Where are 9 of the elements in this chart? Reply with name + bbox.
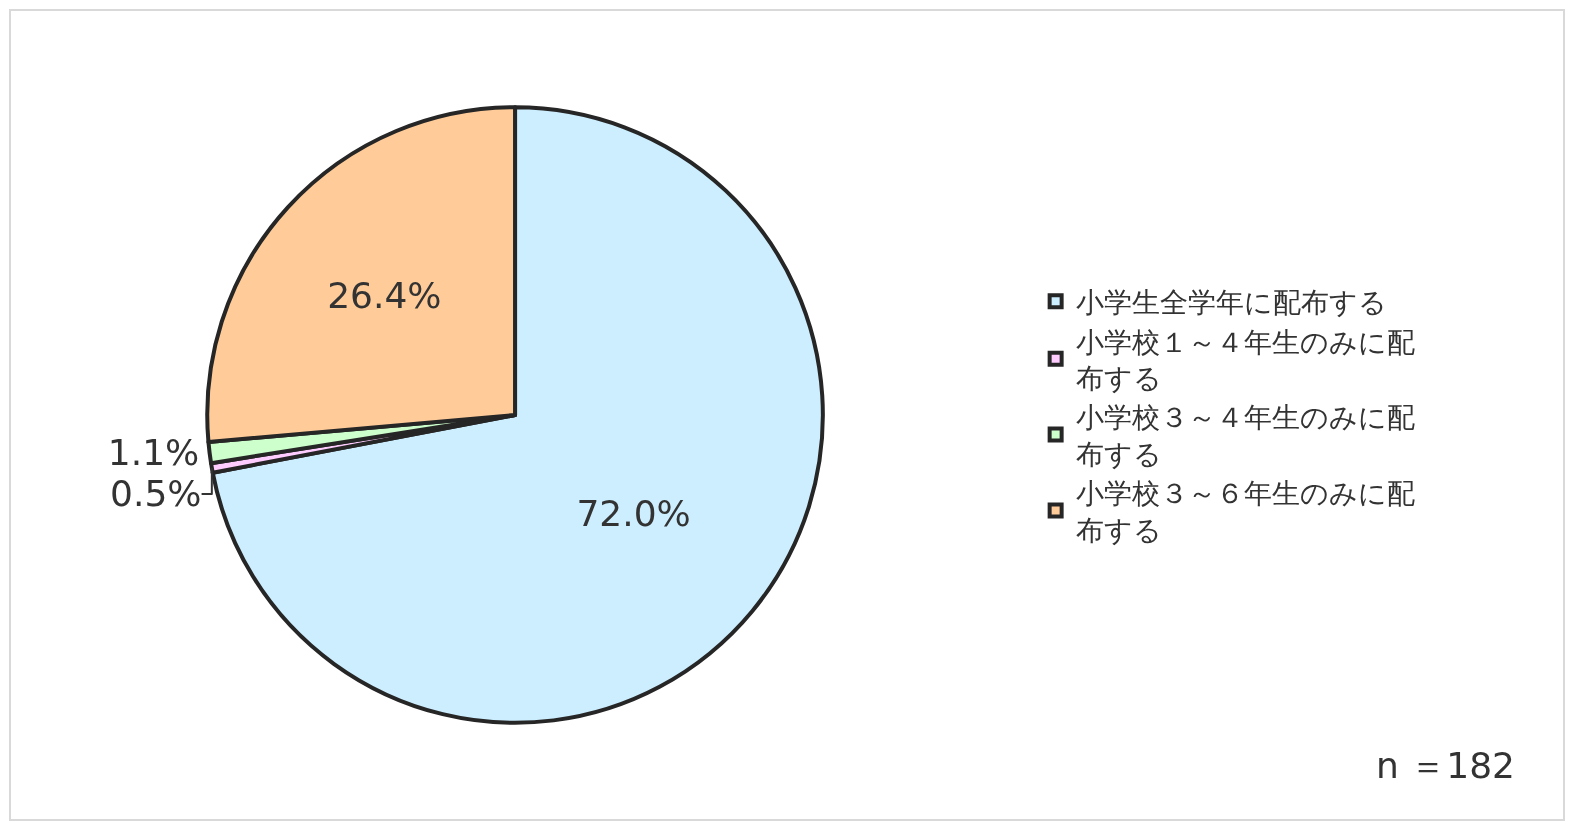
data-label: 1.1% xyxy=(107,432,200,474)
legend-label: 小学校３～６年生のみに配布する xyxy=(1075,477,1415,547)
data-label: 0.5% xyxy=(110,473,202,515)
legend-label: 小学校１～４年生のみに配布する xyxy=(1075,325,1415,395)
data-label: 72.0% xyxy=(576,492,691,534)
data-label: 26.4% xyxy=(327,274,442,316)
legend-label: 小学校３～４年生のみに配布する xyxy=(1075,401,1415,471)
text: n ＝182 xyxy=(1376,745,1515,786)
legend-label: 小学生全学年に配布する xyxy=(1075,286,1387,320)
